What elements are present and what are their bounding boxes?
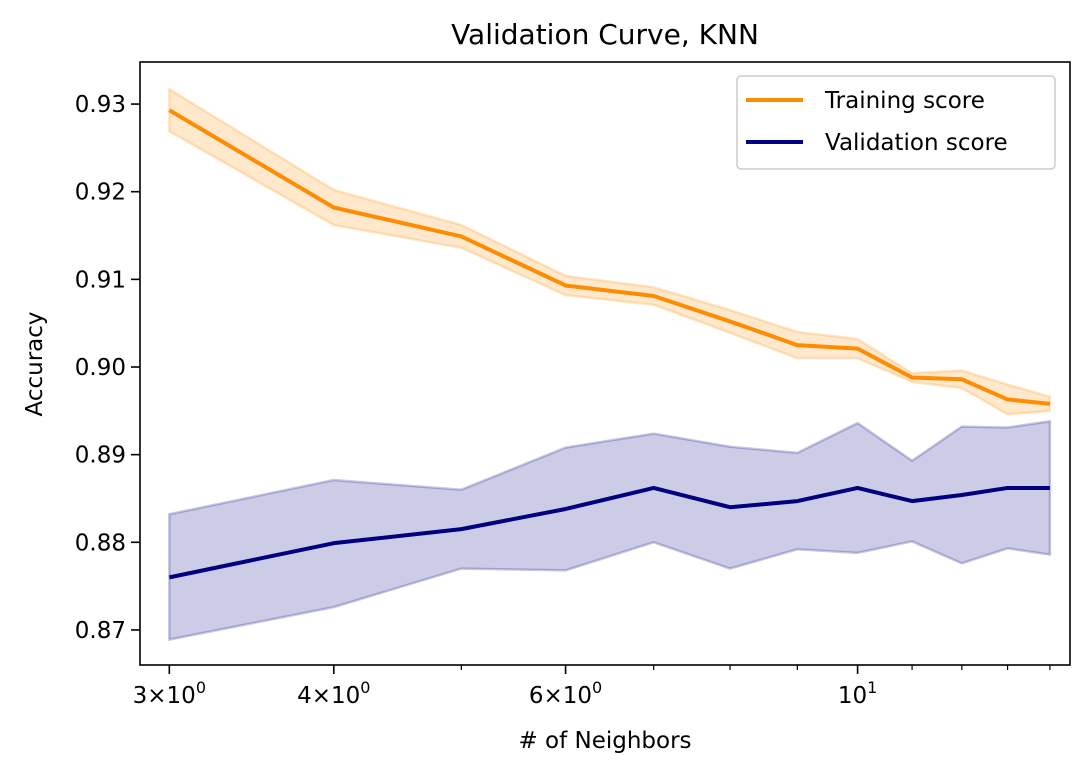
legend-label-training: Training score <box>824 88 985 114</box>
validation-score-line <box>168 485 1050 580</box>
x-axis-ticks: 3×100 4×100 6×100 101 <box>133 665 1051 709</box>
y-tick-label: 0.92 <box>75 180 126 206</box>
legend-box <box>736 75 1056 170</box>
y-axis-label: Accuracy <box>22 311 48 416</box>
y-axis-ticks: 0.87 0.88 0.89 0.90 0.91 0.92 0.93 <box>75 92 140 644</box>
training-score-band <box>168 86 1052 416</box>
series-lines <box>168 108 1051 580</box>
y-tick-label: 0.87 <box>75 618 126 644</box>
y-tick-label: 0.89 <box>75 443 126 469</box>
x-tick-label: 6×100 <box>529 678 602 709</box>
x-tick-label: 101 <box>838 678 877 709</box>
x-tick-label: 3×100 <box>133 678 206 709</box>
legend-label-validation: Validation score <box>825 130 1008 156</box>
y-tick-label: 0.91 <box>75 267 126 293</box>
legend: Training score Validation score <box>736 75 1056 170</box>
y-tick-label: 0.88 <box>75 530 126 556</box>
x-axis-label: # of Neighbors <box>518 728 691 754</box>
training-score-line <box>168 108 1051 406</box>
chart-title: Validation Curve, KNN <box>451 18 759 51</box>
confidence-bands <box>168 86 1052 642</box>
y-tick-label: 0.90 <box>75 355 126 381</box>
x-tick-label: 4×100 <box>297 678 370 709</box>
plot-frame <box>139 61 1071 666</box>
validation-score-band <box>168 419 1052 642</box>
y-tick-label: 0.93 <box>75 92 126 118</box>
